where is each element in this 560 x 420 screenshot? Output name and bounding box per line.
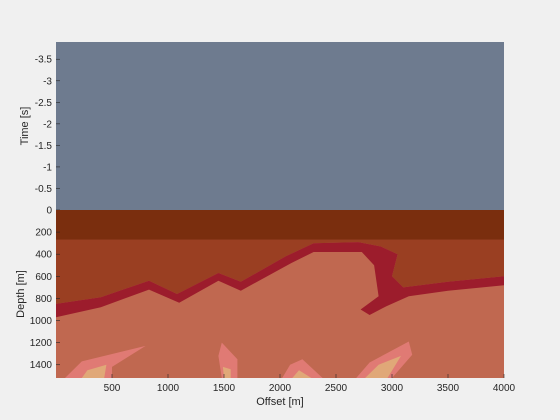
y-tick-label: 1400 — [30, 360, 53, 371]
depth-y-axis-label: Depth [m] — [15, 270, 27, 318]
time-tick-label: -2.5 — [35, 98, 53, 109]
y-tick-label: 400 — [35, 250, 52, 261]
time-tick-label: -3 — [43, 76, 52, 87]
time-tick-label: -2 — [43, 119, 52, 130]
depth-x-axis-ticks: 500 1000 1500 2000 2500 3000 3500 4000 — [104, 374, 516, 394]
time-axis-label: Time [s] — [19, 107, 31, 146]
depth-y-axis-ticks: 200 400 600 800 1000 1200 1400 — [30, 228, 60, 371]
time-tick-label: -3.5 — [35, 55, 53, 66]
x-tick-label: 1000 — [157, 383, 180, 394]
anomalies — [65, 341, 413, 378]
x-tick-label: 3000 — [381, 383, 404, 394]
time-tick-label: -1 — [43, 162, 52, 173]
anomaly-outer — [65, 345, 146, 378]
y-tick-label: 1000 — [30, 316, 53, 327]
x-tick-label: 3500 — [437, 383, 460, 394]
anomaly-inner — [292, 370, 312, 378]
depth-x-axis-label: Offset [m] — [256, 396, 303, 408]
anomaly-outer — [356, 341, 413, 378]
anomaly-inner — [81, 364, 107, 378]
time-tick-label: -0.5 — [35, 184, 53, 195]
depth-panel: 500 1000 1500 2000 2500 3000 3500 4000 200 400 60… — [15, 210, 516, 408]
y-tick-label: 800 — [35, 294, 52, 305]
y-tick-label: 1200 — [30, 338, 53, 349]
anomaly-outer — [282, 359, 323, 378]
anomaly-inner — [365, 355, 401, 378]
top-layer — [56, 210, 504, 240]
depth-image — [56, 210, 504, 378]
x-tick-label: 1500 — [213, 383, 236, 394]
x-tick-label: 2000 — [269, 383, 292, 394]
time-panel-fill — [56, 42, 504, 210]
y-tick-label: 600 — [35, 272, 52, 283]
x-tick-label: 2500 — [325, 383, 348, 394]
y-tick-label: 200 — [35, 228, 52, 239]
horizon-band — [56, 242, 504, 318]
anomaly-inner — [222, 366, 231, 378]
second-layer — [56, 239, 504, 304]
time-tick-label: -1.5 — [35, 141, 53, 152]
x-tick-label: 4000 — [493, 383, 516, 394]
time-tick-label: 0 — [46, 206, 52, 217]
x-tick-label: 500 — [104, 383, 121, 394]
time-panel: -3.5 -3 -2.5 -2 -1.5 -1 -0.5 0 Time [s] — [19, 42, 504, 217]
